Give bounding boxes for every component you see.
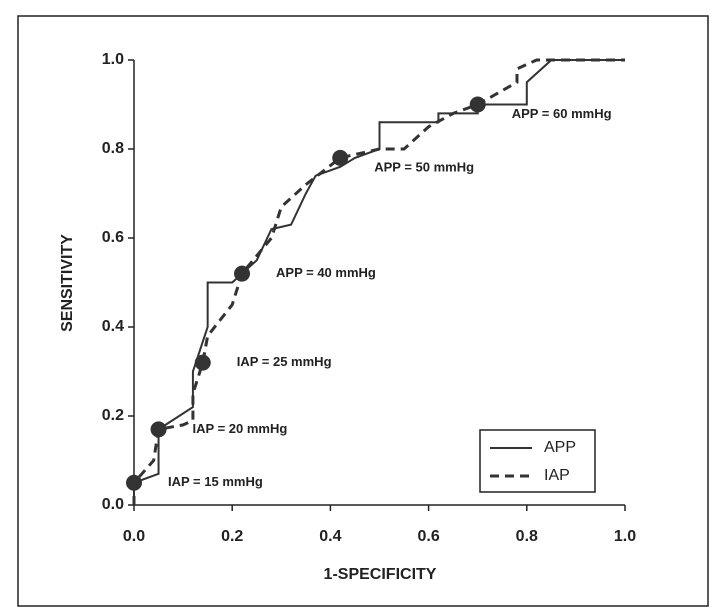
x-tick-label: 0.6 — [417, 528, 439, 545]
x-tick-label: 1.0 — [614, 528, 636, 545]
point — [194, 354, 211, 371]
legend-box — [479, 429, 596, 493]
legend-label: IAP — [544, 467, 570, 484]
y-tick-label: 1.0 — [102, 51, 124, 68]
annotation: APP = 50 mmHg — [374, 159, 474, 174]
point — [126, 474, 142, 491]
annotation: IAP = 15 mmHg — [168, 474, 263, 489]
y-axis-title: SENSITIVITY — [59, 234, 76, 332]
annotation: APP = 60 mmHg — [512, 106, 612, 121]
point — [234, 265, 251, 282]
x-tick-label: 0.2 — [221, 528, 243, 545]
y-tick-label: 0.4 — [102, 318, 124, 335]
y-tick-label: 0.0 — [102, 496, 124, 513]
annotation: IAP = 25 mmHg — [237, 354, 332, 369]
point — [150, 421, 167, 438]
legend-label: APP — [544, 439, 576, 456]
point — [332, 149, 349, 166]
annotation: IAP = 20 mmHg — [193, 421, 288, 436]
x-tick-label: 0.4 — [319, 528, 341, 545]
x-axis-title: 1-SPECIFICITY — [324, 566, 437, 583]
y-tick-label: 0.8 — [102, 140, 124, 157]
x-tick-label: 0.8 — [516, 528, 538, 545]
y-tick-label: 0.2 — [102, 407, 124, 424]
annotation: APP = 40 mmHg — [276, 265, 376, 280]
y-tick-label: 0.6 — [102, 229, 124, 246]
point — [469, 96, 486, 113]
x-tick-label: 0.0 — [123, 528, 145, 545]
frame — [17, 15, 709, 607]
